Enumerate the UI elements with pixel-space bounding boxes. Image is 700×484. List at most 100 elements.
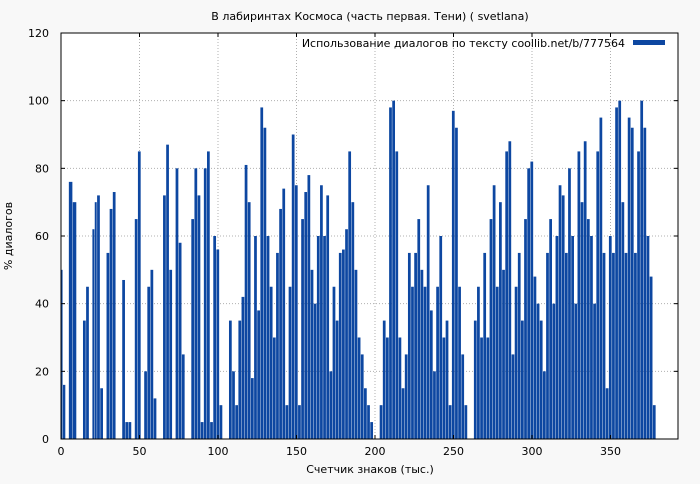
x-tick-label: 150	[286, 445, 307, 458]
bar	[348, 151, 352, 439]
bar	[458, 286, 461, 439]
bar	[561, 195, 565, 439]
bar	[448, 405, 452, 439]
x-tick-label: 100	[207, 445, 228, 458]
bar	[555, 236, 559, 439]
bar	[442, 337, 446, 439]
bar	[86, 286, 89, 439]
bar	[364, 388, 367, 439]
bar	[521, 320, 524, 439]
bar	[473, 320, 477, 439]
bar	[323, 236, 326, 439]
bar	[122, 279, 125, 439]
bar	[326, 195, 330, 439]
bar	[527, 168, 531, 440]
bar	[612, 252, 615, 439]
bar	[298, 405, 301, 439]
bar	[134, 219, 138, 439]
bar	[250, 378, 254, 439]
bar	[420, 269, 424, 439]
bar	[530, 161, 534, 440]
bar	[370, 422, 374, 439]
bar	[514, 286, 518, 439]
bar	[630, 127, 634, 439]
bar	[294, 185, 298, 439]
bar	[436, 286, 439, 439]
bar	[106, 252, 110, 439]
bar	[282, 188, 286, 439]
bar	[175, 168, 179, 440]
bar	[451, 110, 455, 440]
bar	[169, 269, 173, 439]
bar	[82, 320, 86, 439]
bar	[461, 354, 465, 439]
bar	[411, 286, 414, 439]
legend-label: Использование диалогов по тексту coollib…	[302, 37, 625, 50]
bar	[304, 192, 308, 439]
bar	[213, 236, 217, 439]
bar	[228, 320, 232, 439]
bar	[495, 286, 499, 439]
bar	[499, 202, 502, 439]
y-tick-label: 80	[35, 162, 49, 175]
bar	[367, 405, 370, 439]
bar	[94, 202, 97, 439]
bar	[577, 151, 581, 439]
bar	[181, 354, 185, 439]
bar	[92, 229, 95, 439]
bar	[536, 303, 540, 439]
bar	[72, 202, 77, 439]
bar	[197, 195, 201, 439]
y-tick-label: 100	[28, 95, 49, 108]
bar	[62, 384, 66, 439]
bar	[586, 219, 590, 439]
bar	[244, 164, 248, 439]
bar	[379, 405, 383, 439]
bar	[596, 151, 600, 439]
bar	[489, 219, 493, 439]
bar	[417, 219, 421, 439]
bar	[166, 144, 169, 439]
bar	[288, 286, 292, 439]
legend: Использование диалогов по тексту coollib…	[302, 37, 665, 50]
bar	[564, 252, 568, 439]
bar	[216, 249, 220, 439]
bar	[354, 269, 358, 439]
bar	[235, 405, 239, 439]
bar	[68, 181, 73, 439]
bar	[407, 252, 411, 439]
bar	[398, 337, 402, 439]
bar	[508, 141, 512, 439]
bar	[153, 398, 157, 439]
bar	[404, 354, 408, 439]
bar	[621, 202, 625, 439]
bar	[97, 195, 100, 439]
bar	[429, 310, 433, 439]
bar	[505, 151, 509, 439]
y-tick-label: 20	[35, 365, 49, 378]
bar	[552, 303, 556, 439]
bar	[61, 269, 63, 439]
bar	[219, 405, 223, 439]
y-tick-label: 40	[35, 298, 49, 311]
bar	[608, 236, 612, 439]
x-tick-label: 0	[58, 445, 65, 458]
bar	[634, 252, 637, 439]
bar	[178, 242, 182, 439]
bar	[125, 422, 129, 439]
bar	[137, 151, 141, 439]
legend-swatch	[633, 40, 665, 45]
bar	[423, 286, 427, 439]
bar	[263, 127, 267, 439]
x-tick-label: 250	[443, 445, 464, 458]
bar	[593, 303, 596, 439]
bar	[351, 202, 355, 439]
bar	[492, 185, 496, 439]
bar	[109, 208, 113, 439]
bar	[649, 276, 653, 439]
bar	[144, 371, 147, 439]
x-tick-label: 50	[132, 445, 146, 458]
bar	[445, 320, 449, 439]
bar	[652, 405, 656, 439]
